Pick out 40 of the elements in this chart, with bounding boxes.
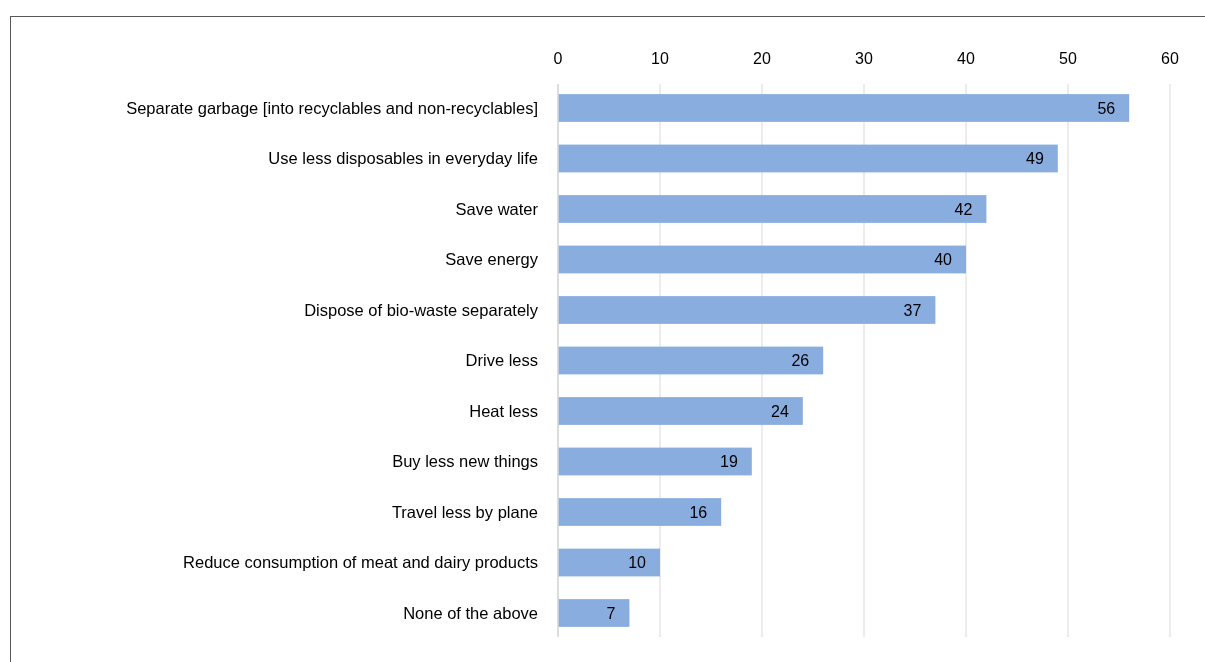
- y-tick-label: Use less disposables in everyday life: [268, 149, 538, 168]
- bar: [558, 498, 722, 526]
- y-tick-label: Heat less: [469, 401, 538, 420]
- y-tick-label: Drive less: [465, 351, 538, 370]
- x-tick-label: 50: [1059, 49, 1077, 67]
- y-tick-label: Save water: [455, 199, 539, 218]
- data-label: 37: [903, 301, 922, 319]
- bar: [558, 144, 1058, 173]
- data-label: 40: [934, 251, 953, 269]
- y-tick-label: Separate garbage [into recyclables and non-recyclables]: [126, 98, 538, 117]
- bar: [558, 447, 752, 476]
- y-tick-label: None of the above: [403, 603, 538, 622]
- data-label: 42: [954, 200, 973, 218]
- x-tick-label: 40: [957, 49, 975, 67]
- bar: [558, 346, 824, 375]
- x-tick-label: 20: [753, 49, 771, 67]
- y-tick-label: Travel less by plane: [391, 502, 538, 521]
- data-label: 19: [720, 453, 738, 471]
- data-label: 7: [606, 604, 616, 622]
- y-tick-label: Reduce consumption of meat and dairy products: [183, 553, 538, 572]
- bar: [558, 245, 966, 274]
- bar: [558, 195, 987, 223]
- y-tick-label: Save energy: [445, 250, 539, 269]
- y-tick-label: Dispose of bio-waste separately: [304, 300, 539, 319]
- bar: [558, 296, 936, 324]
- data-label: 26: [791, 352, 810, 370]
- data-label: 49: [1026, 150, 1044, 168]
- x-tick-label: 30: [855, 49, 873, 67]
- data-label: 10: [628, 554, 647, 572]
- x-tick-label: 10: [651, 49, 669, 67]
- x-tick-label: 0: [553, 49, 563, 67]
- data-label: 56: [1097, 99, 1116, 117]
- x-tick-label: 60: [1161, 49, 1179, 67]
- bar: [558, 548, 660, 577]
- bar: [558, 599, 630, 627]
- bar: [558, 94, 1130, 122]
- data-label: 16: [689, 503, 708, 521]
- data-label: 24: [771, 402, 789, 420]
- bar: [558, 397, 803, 425]
- y-tick-label: Buy less new things: [392, 452, 538, 471]
